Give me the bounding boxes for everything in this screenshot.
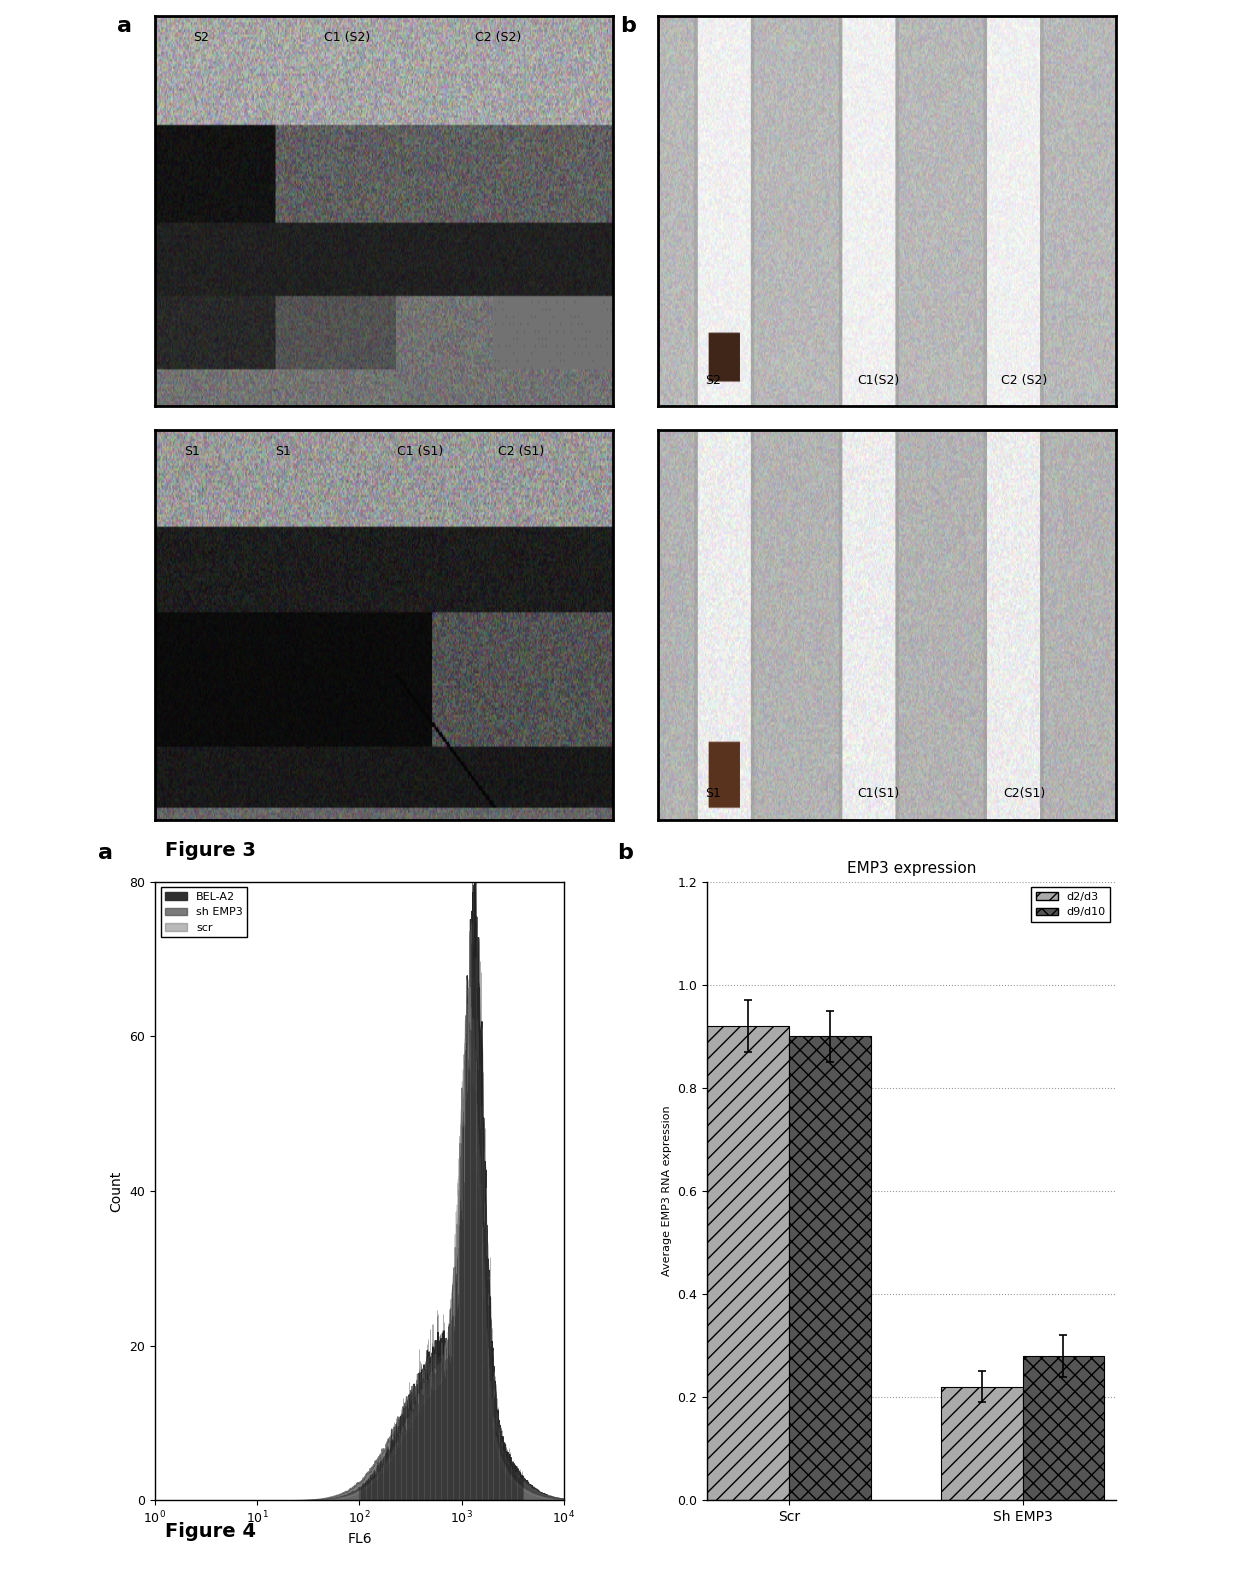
Legend: BEL-A2, sh EMP3, scr: BEL-A2, sh EMP3, scr <box>160 887 247 937</box>
Y-axis label: Count: Count <box>109 1171 124 1212</box>
Text: C1 (S1): C1 (S1) <box>397 445 444 458</box>
Text: C2 (S1): C2 (S1) <box>498 445 544 458</box>
Text: C1 (S2): C1 (S2) <box>324 32 371 44</box>
Text: S1: S1 <box>275 445 291 458</box>
Text: S2: S2 <box>193 32 208 44</box>
Text: C2 (S2): C2 (S2) <box>475 32 521 44</box>
Text: a: a <box>117 16 133 36</box>
Legend: d2/d3, d9/d10: d2/d3, d9/d10 <box>1032 887 1111 922</box>
X-axis label: FL6: FL6 <box>347 1532 372 1546</box>
Text: a: a <box>98 843 113 863</box>
Y-axis label: Average EMP3 RNA expression: Average EMP3 RNA expression <box>662 1106 672 1277</box>
Text: S2: S2 <box>706 374 722 387</box>
Text: Figure 3: Figure 3 <box>165 841 255 860</box>
Text: C1(S2): C1(S2) <box>857 374 899 387</box>
Bar <box>1023 1356 1105 1501</box>
Title: EMP3 expression: EMP3 expression <box>847 862 976 876</box>
Text: C1(S1): C1(S1) <box>857 787 899 800</box>
Text: S1: S1 <box>184 445 200 458</box>
Bar <box>707 1026 789 1501</box>
Bar <box>789 1037 870 1501</box>
Text: S1: S1 <box>706 787 722 800</box>
Text: b: b <box>618 843 632 863</box>
Text: b: b <box>620 16 635 36</box>
Text: C2(S1): C2(S1) <box>1003 787 1045 800</box>
Bar <box>941 1387 1023 1501</box>
Text: Figure 4: Figure 4 <box>165 1521 255 1540</box>
Text: C2 (S2): C2 (S2) <box>1002 374 1048 387</box>
